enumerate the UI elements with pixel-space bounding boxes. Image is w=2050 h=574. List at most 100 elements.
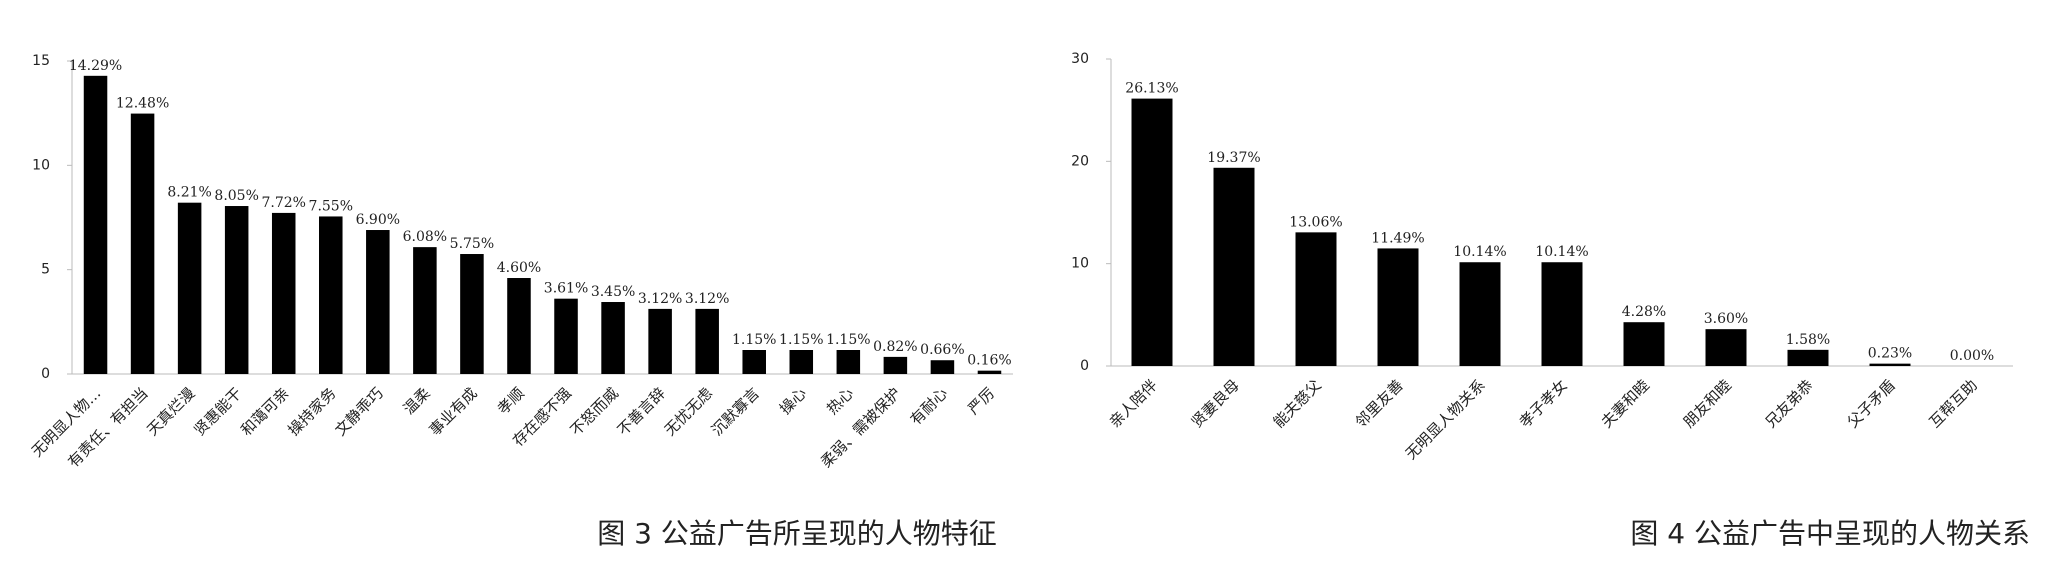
x-tick-label: 邻里友善 (1352, 376, 1407, 431)
value-label: 3.60% (1704, 311, 1748, 327)
bar (1459, 262, 1501, 366)
value-label: 0.23% (1868, 346, 1912, 362)
value-label: 0.82% (873, 339, 917, 355)
x-tick-label: 贤妻良母 (1188, 376, 1243, 431)
value-label: 8.21% (167, 185, 211, 201)
value-label: 3.45% (591, 284, 635, 300)
bar (1131, 98, 1173, 366)
bar (177, 202, 202, 374)
value-label: 10.14% (1535, 244, 1588, 260)
value-label: 3.12% (638, 291, 682, 307)
x-tick-label: 和蔼可亲 (237, 384, 292, 439)
bar (224, 206, 249, 374)
x-tick-label: 严厉 (964, 384, 998, 418)
bar (507, 278, 531, 374)
value-label: 6.90% (356, 212, 400, 228)
bar (789, 350, 814, 374)
value-label: 1.15% (826, 332, 870, 348)
value-label: 6.08% (403, 229, 447, 245)
bar (130, 113, 155, 375)
value-label: 12.48% (116, 96, 169, 112)
value-label: 3.12% (685, 291, 729, 307)
y-tick-label: 20 (1071, 153, 1089, 169)
x-tick-label: 贤惠能干 (190, 384, 245, 439)
value-label: 7.55% (309, 198, 353, 214)
bar (83, 75, 108, 374)
bar (836, 350, 861, 374)
x-tick-label: 不善言辞 (614, 384, 669, 439)
bar (695, 308, 719, 374)
y-tick-label: 5 (41, 262, 50, 278)
x-tick-label: 操心 (776, 384, 810, 418)
bar (366, 230, 390, 374)
x-tick-label: 朋友和睦 (1680, 376, 1735, 431)
value-label: 14.29% (69, 58, 122, 74)
bar (648, 308, 672, 374)
y-tick-label: 10 (32, 157, 50, 173)
value-label: 5.75% (450, 236, 494, 252)
x-tick-label: 夫妻和睦 (1598, 376, 1653, 431)
x-tick-label: 天真烂漫 (143, 384, 198, 439)
x-tick-label: 不怒而威 (567, 384, 622, 439)
bar (271, 212, 296, 374)
value-label: 19.37% (1207, 150, 1260, 166)
bar (930, 360, 955, 374)
bar (1541, 262, 1583, 366)
x-tick-label: 无明显人物关系 (1402, 376, 1489, 463)
bar (977, 370, 1002, 374)
y-tick-label: 0 (1080, 358, 1089, 374)
bar (319, 216, 343, 374)
y-tick-label: 30 (1071, 51, 1089, 67)
y-tick-label: 0 (41, 366, 50, 382)
y-tick-label: 15 (32, 53, 50, 69)
value-label: 0.00% (1950, 348, 1994, 364)
x-tick-label: 沉默寡言 (708, 384, 763, 439)
value-label: 4.28% (1622, 304, 1666, 320)
value-label: 0.16% (967, 353, 1011, 369)
bar (554, 298, 578, 374)
x-tick-label: 父子矛盾 (1844, 376, 1899, 431)
x-tick-label: 热心 (823, 384, 857, 418)
value-label: 7.72% (261, 195, 305, 211)
value-label: 1.15% (779, 332, 823, 348)
x-tick-label: 能夫慈父 (1270, 376, 1325, 431)
bar (742, 350, 766, 374)
bar (1295, 232, 1337, 366)
chart-caption: 图 4 公益广告中呈现的人物关系 (1630, 517, 2030, 550)
bar (1623, 322, 1665, 366)
bar (1869, 363, 1911, 366)
x-tick-label: 事业有成 (426, 384, 481, 439)
value-label: 8.05% (214, 188, 258, 204)
bar (460, 254, 484, 374)
x-tick-label: 互帮互助 (1926, 376, 1981, 431)
chart-caption: 图 3 公益广告所呈现的人物特征 (597, 517, 997, 550)
bar (1377, 248, 1419, 366)
y-tick-label: 10 (1071, 256, 1089, 272)
bar (883, 356, 908, 374)
x-tick-label: 孝子孝女 (1516, 376, 1571, 431)
x-tick-label: 操持家务 (284, 384, 339, 439)
value-label: 3.61% (544, 281, 588, 297)
bar (413, 247, 437, 374)
bar (601, 302, 625, 374)
value-label: 26.13% (1125, 81, 1178, 97)
value-label: 13.06% (1289, 214, 1342, 230)
value-label: 0.66% (920, 342, 964, 358)
x-tick-label: 有耐心 (907, 384, 952, 429)
x-tick-label: 孝顺 (494, 384, 528, 418)
x-tick-label: 温柔 (400, 384, 434, 418)
value-label: 1.15% (732, 332, 776, 348)
bar (1787, 349, 1829, 366)
value-label: 4.60% (497, 260, 541, 276)
bar (1213, 167, 1255, 366)
x-tick-label: 兄友弟恭 (1762, 376, 1817, 431)
bar (1705, 329, 1747, 366)
value-label: 1.58% (1786, 332, 1830, 348)
x-tick-label: 亲人陪伴 (1106, 376, 1161, 431)
value-label: 11.49% (1371, 230, 1424, 246)
x-tick-label: 无忧无虑 (661, 384, 716, 439)
x-tick-label: 文静乖巧 (331, 384, 386, 439)
value-label: 10.14% (1453, 244, 1506, 260)
